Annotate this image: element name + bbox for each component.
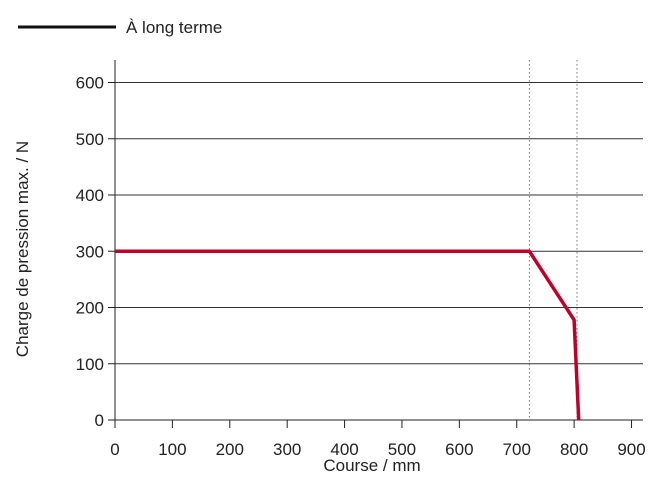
y-tick-label: 0: [95, 411, 104, 430]
grid: [115, 82, 643, 365]
x-tick-label: 200: [216, 440, 244, 459]
reference-lines: [528, 60, 578, 420]
y-tick-label: 200: [76, 299, 104, 318]
legend: À long terme: [18, 18, 222, 37]
x-tick-label: 400: [330, 440, 358, 459]
x-tick-label: 300: [273, 440, 301, 459]
x-tick-label: 700: [503, 440, 531, 459]
y-tick-label: 400: [76, 186, 104, 205]
series-line: [115, 249, 581, 421]
x-axis-title: Course / mm: [323, 456, 420, 475]
series: [115, 249, 581, 421]
x-tick-label: 800: [560, 440, 588, 459]
x-tick-labels: 0 100 200 300 400 500 600 700 800 900: [110, 440, 645, 459]
y-tick-label: 600: [76, 74, 104, 93]
x-tick-label: 900: [617, 440, 645, 459]
y-tick-label: 500: [76, 130, 104, 149]
x-tick-label: 600: [445, 440, 473, 459]
x-tick-label: 100: [158, 440, 186, 459]
legend-label: À long terme: [126, 18, 222, 37]
y-axis-title: Charge de pression max. / N: [13, 141, 32, 357]
y-tick-labels: 0 100 200 300 400 500 600: [76, 74, 104, 431]
x-tick-label: 500: [388, 440, 416, 459]
y-tick-label: 300: [76, 242, 104, 261]
y-tick-label: 100: [76, 355, 104, 374]
x-tick-label: 0: [110, 440, 119, 459]
axes: [108, 60, 643, 428]
